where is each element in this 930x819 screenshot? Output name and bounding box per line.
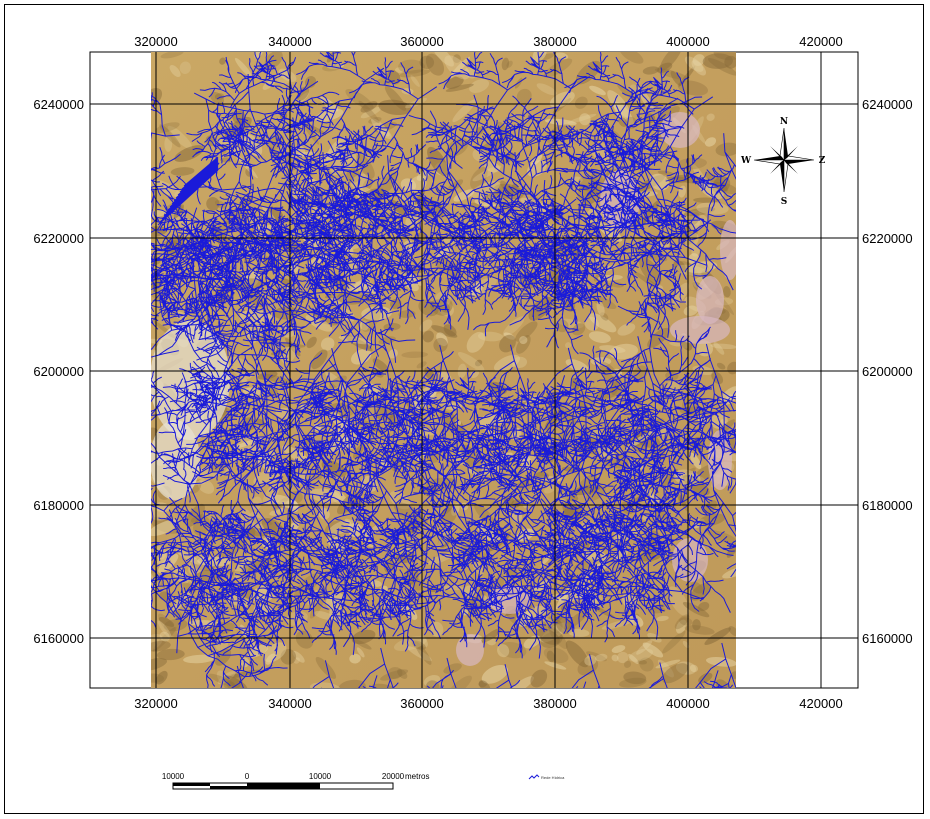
x-tick-label-bottom: 420000	[799, 696, 842, 711]
compass-west-label: W	[740, 156, 752, 166]
x-tick-label-top: 360000	[400, 34, 443, 49]
scale-label-20000: 20000	[382, 772, 405, 781]
river-lines	[151, 52, 736, 688]
y-tick-label-right: 6160000	[862, 631, 913, 646]
x-tick-label-bottom: 340000	[268, 696, 311, 711]
river-lines-fan	[157, 156, 219, 226]
x-tick-label-top: 420000	[799, 34, 842, 49]
legend-river-icon	[528, 774, 540, 780]
compass-rose-icon: N S W Z	[740, 117, 826, 207]
x-tick-label-top: 380000	[533, 34, 576, 49]
y-tick-labels-right: 6240000 6220000 6200000 6180000 6160000	[862, 97, 913, 646]
legend: Rede Hídrica	[528, 774, 565, 780]
scale-bar: 10000 0 10000 20000 metros	[162, 772, 429, 790]
compass-east-label: Z	[819, 156, 826, 166]
x-tick-label-top: 400000	[666, 34, 709, 49]
y-tick-label-right: 6220000	[862, 231, 913, 246]
x-tick-label-bottom: 380000	[533, 696, 576, 711]
scale-label-10000-left: 10000	[162, 772, 185, 781]
x-tick-label-top: 320000	[134, 34, 177, 49]
x-tick-labels-bottom: 320000 340000 360000 380000 400000 420000	[134, 696, 842, 711]
scale-unit-label: metros	[405, 772, 429, 781]
x-tick-label-bottom: 400000	[666, 696, 709, 711]
y-tick-label-right: 6240000	[862, 97, 913, 112]
x-tick-label-bottom: 360000	[400, 696, 443, 711]
compass-south-label: S	[781, 197, 788, 207]
scale-label-0: 0	[245, 772, 250, 781]
y-tick-label-left: 6180000	[33, 498, 84, 513]
y-tick-label-left: 6160000	[33, 631, 84, 646]
y-tick-label-left: 6240000	[33, 97, 84, 112]
y-tick-label-left: 6200000	[33, 364, 84, 379]
x-tick-label-top: 340000	[268, 34, 311, 49]
y-tick-label-right: 6200000	[862, 364, 913, 379]
y-tick-label-left: 6220000	[33, 231, 84, 246]
coordinate-grid	[90, 52, 858, 688]
scale-label-10000: 10000	[309, 772, 332, 781]
legend-river-label: Rede Hídrica	[541, 775, 565, 780]
river-network	[151, 52, 736, 688]
x-tick-label-bottom: 320000	[134, 696, 177, 711]
x-tick-labels-top: 320000 340000 360000 380000 400000 420000	[134, 34, 842, 49]
compass-north-label: N	[780, 117, 788, 127]
y-tick-label-right: 6180000	[862, 498, 913, 513]
y-tick-labels-left: 6240000 6220000 6200000 6180000 6160000	[33, 97, 84, 646]
